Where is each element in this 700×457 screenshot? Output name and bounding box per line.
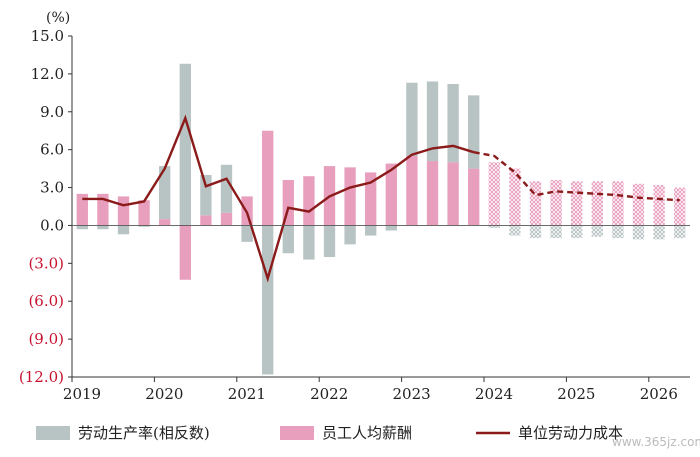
bar-productivity bbox=[262, 225, 274, 375]
y-tick-label: 0.0 bbox=[40, 216, 64, 234]
legend-item-compensation-label: 员工人均薪酬 bbox=[322, 424, 412, 442]
x-tick-label: 2020 bbox=[145, 385, 183, 403]
legend-item-unit-labor-cost-label: 单位劳动力成本 bbox=[518, 424, 623, 442]
bar-productivity bbox=[591, 225, 603, 237]
bar-productivity bbox=[468, 95, 480, 169]
x-tick-label: 2024 bbox=[475, 385, 513, 403]
bar-productivity bbox=[159, 166, 171, 220]
bar-compensation bbox=[303, 176, 315, 226]
bar-productivity bbox=[385, 225, 397, 231]
bar-compensation bbox=[674, 187, 686, 226]
legend-item-compensation-swatch bbox=[280, 426, 314, 440]
bar-compensation bbox=[385, 163, 397, 226]
bar-productivity bbox=[282, 225, 294, 254]
bar-compensation bbox=[488, 162, 500, 226]
bar-compensation bbox=[426, 161, 439, 226]
bar-compensation bbox=[282, 179, 294, 226]
bar-productivity bbox=[241, 225, 253, 242]
bar-compensation bbox=[612, 181, 624, 226]
y-tick-label: (6.0) bbox=[28, 292, 64, 310]
bar-compensation bbox=[200, 215, 212, 226]
legend-item-productivity-label: 劳动生产率(相反数) bbox=[78, 424, 210, 442]
bar-compensation bbox=[447, 162, 459, 226]
bar-compensation bbox=[550, 179, 562, 226]
bar-compensation bbox=[468, 168, 480, 226]
bar-productivity bbox=[550, 225, 562, 239]
bar-productivity bbox=[674, 225, 686, 239]
x-tick-label: 2021 bbox=[228, 385, 266, 403]
watermark-text: www.365jz.com bbox=[612, 435, 700, 449]
bar-productivity bbox=[653, 225, 665, 240]
bar-productivity bbox=[571, 225, 583, 239]
bar-productivity bbox=[406, 82, 418, 156]
bar-productivity bbox=[179, 63, 191, 226]
bar-productivity bbox=[344, 225, 356, 245]
y-tick-label: 12.0 bbox=[31, 65, 64, 83]
bar-compensation bbox=[571, 181, 583, 226]
bar-compensation bbox=[117, 196, 130, 226]
y-tick-label: 3.0 bbox=[40, 179, 64, 197]
y-tick-label: 9.0 bbox=[40, 103, 64, 121]
bar-productivity bbox=[612, 225, 624, 239]
bar-compensation bbox=[220, 212, 233, 226]
bar-compensation bbox=[344, 167, 356, 226]
line-unit-labor-cost-actual bbox=[82, 114, 475, 283]
bar-compensation bbox=[406, 155, 418, 226]
bar-productivity bbox=[447, 83, 459, 163]
bar-compensation bbox=[365, 172, 377, 226]
bar-productivity bbox=[200, 174, 212, 216]
bar-productivity bbox=[117, 225, 130, 235]
bar-productivity bbox=[220, 164, 233, 213]
y-axis-unit-label: (%) bbox=[46, 10, 70, 26]
bar-productivity bbox=[303, 225, 315, 260]
bar-productivity bbox=[488, 225, 500, 228]
bar-compensation bbox=[591, 181, 603, 226]
x-tick-label: 2023 bbox=[393, 385, 431, 403]
axes: 15.0 12.0 9.0 6.0 3.0 0.0 (3.0) (6.0) (9.0) (12.0… bbox=[19, 27, 690, 403]
bar-compensation bbox=[653, 185, 665, 226]
legend-item-productivity-swatch bbox=[36, 426, 70, 440]
bar-productivity bbox=[365, 225, 377, 236]
y-tick-label: (3.0) bbox=[28, 254, 64, 272]
x-tick-label: 2025 bbox=[557, 385, 595, 403]
bar-productivity bbox=[323, 225, 336, 258]
x-tick-label: 2022 bbox=[310, 385, 348, 403]
bar-compensation bbox=[509, 168, 521, 226]
bar-productivity bbox=[529, 225, 542, 239]
bar-layer bbox=[76, 63, 686, 375]
bar-compensation bbox=[76, 193, 88, 226]
bar-productivity bbox=[97, 225, 109, 230]
bar-productivity bbox=[632, 225, 645, 240]
bar-compensation bbox=[632, 183, 645, 226]
y-tick-label: (9.0) bbox=[28, 330, 64, 348]
bar-compensation bbox=[97, 193, 109, 226]
bar-productivity bbox=[426, 81, 439, 162]
bar-productivity bbox=[138, 225, 150, 227]
bar-compensation bbox=[262, 130, 274, 226]
bar-compensation bbox=[138, 200, 150, 226]
y-tick-label: 6.0 bbox=[40, 141, 64, 159]
bar-productivity bbox=[76, 225, 88, 230]
y-tick-label: (12.0) bbox=[19, 368, 64, 386]
bar-compensation bbox=[529, 181, 542, 226]
bar-compensation bbox=[179, 225, 191, 280]
x-tick-label: 2019 bbox=[63, 385, 101, 403]
legend: 劳动生产率(相反数) 员工人均薪酬 单位劳动力成本 bbox=[36, 424, 623, 442]
y-tick-label: 15.0 bbox=[31, 27, 64, 45]
bar-compensation bbox=[159, 219, 171, 226]
x-tick-label: 2026 bbox=[640, 385, 678, 403]
bar-productivity bbox=[509, 225, 521, 236]
line-layer bbox=[82, 114, 680, 283]
